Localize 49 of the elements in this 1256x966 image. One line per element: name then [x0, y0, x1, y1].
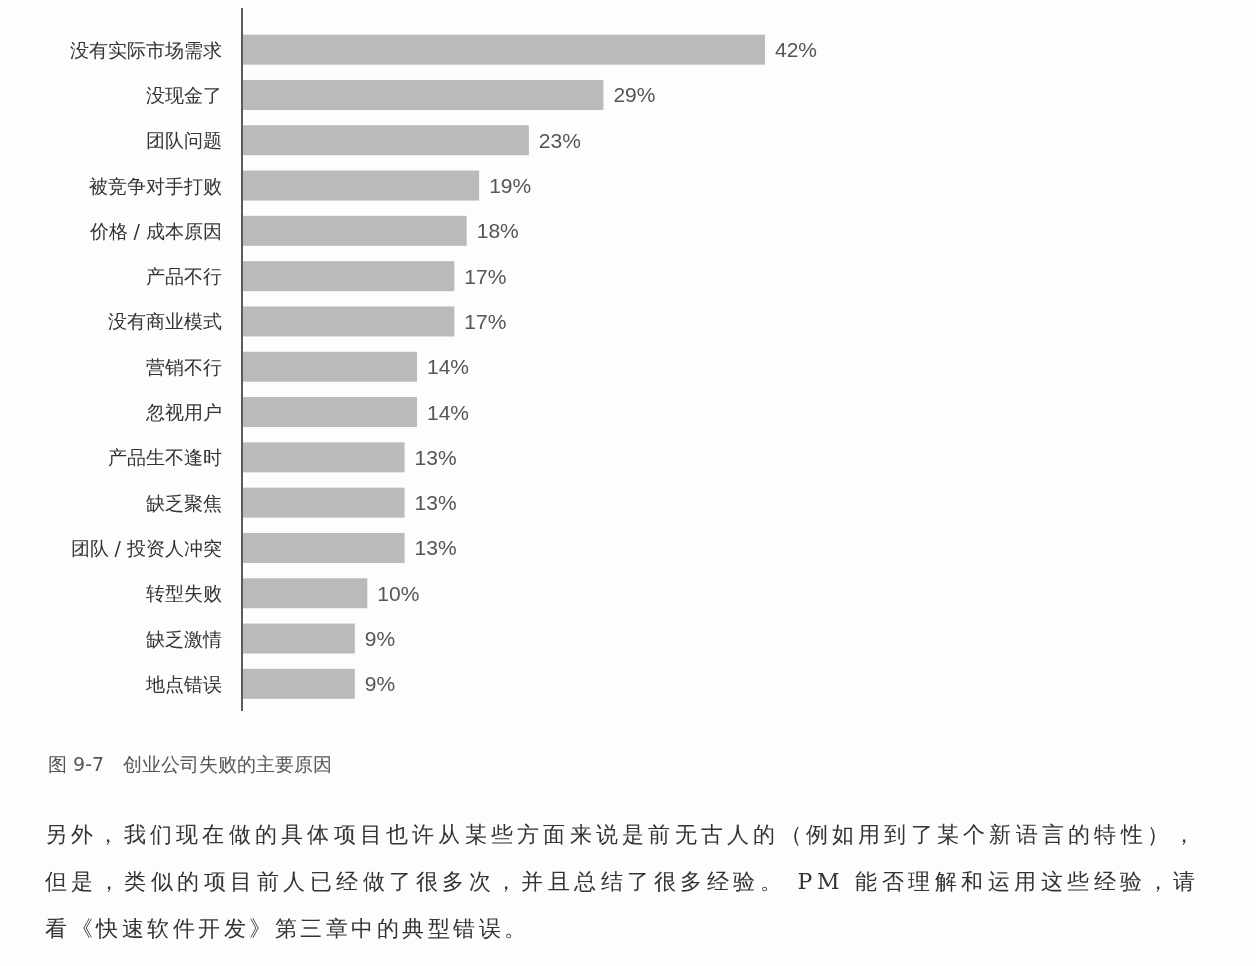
data-label: 14% — [427, 355, 470, 379]
bar — [243, 306, 455, 337]
bar — [243, 532, 405, 563]
data-label: 19% — [489, 174, 532, 198]
data-label: 13% — [414, 536, 457, 560]
bar — [243, 351, 417, 382]
y-tick-label: 团队 / 投资人冲突 — [70, 536, 222, 559]
bar — [243, 668, 355, 699]
y-tick-label: 缺乏激情 — [146, 627, 222, 650]
bar — [243, 261, 455, 292]
data-label: 9% — [364, 672, 396, 696]
bar — [243, 442, 405, 473]
y-tick-label: 没有实际市场需求 — [70, 38, 222, 61]
text: 但是，类似的项目前人已经做了很多次，并且总结了很多经验。 PM 能否理解和运用这些经验，请 — [45, 868, 1195, 894]
y-tick-label: 转型失败 — [146, 582, 222, 605]
bar — [243, 125, 529, 156]
bar — [243, 578, 368, 609]
bar — [243, 34, 765, 65]
bar — [243, 215, 467, 246]
y-tick-label: 忽视用户 — [145, 401, 222, 424]
data-label: 23% — [538, 128, 581, 152]
y-tick-label: 没有商业模式 — [108, 310, 222, 333]
y-tick-label: 团队问题 — [146, 129, 222, 152]
y-tick-label: 产品生不逢时 — [108, 446, 222, 469]
data-label: 9% — [364, 627, 396, 651]
data-label: 42% — [775, 38, 818, 62]
data-label: 17% — [464, 264, 507, 288]
y-tick-label: 营销不行 — [146, 355, 222, 378]
data-label: 13% — [414, 445, 457, 469]
text: 看《快速软件开发》第三章中的典型错误。 — [45, 915, 530, 941]
bar — [243, 170, 480, 201]
text: 另外，我们现在做的具体项目也许从某些方面来说是前无古人的（例如用到了某个新语言的特性）， — [45, 821, 1195, 847]
y-tick-label: 价格 / 成本原因 — [88, 219, 222, 242]
bar — [243, 79, 604, 110]
bar — [243, 487, 405, 518]
data-label: 13% — [414, 491, 457, 515]
y-tick-label: 没现金了 — [146, 83, 222, 106]
data-label: 18% — [476, 219, 519, 243]
y-tick-label: 产品不行 — [146, 265, 222, 288]
text: 图 9-7 创业公司失败的主要原因 — [48, 753, 333, 775]
data-label: 10% — [377, 581, 420, 605]
data-label: 29% — [613, 83, 656, 107]
data-label: 14% — [427, 400, 470, 424]
data-label: 17% — [464, 309, 507, 333]
y-tick-label: 地点错误 — [145, 672, 222, 695]
y-tick-label: 缺乏聚焦 — [146, 491, 222, 514]
bar — [243, 623, 355, 654]
y-tick-label: 被竞争对手打败 — [89, 174, 222, 197]
bar — [243, 397, 417, 428]
